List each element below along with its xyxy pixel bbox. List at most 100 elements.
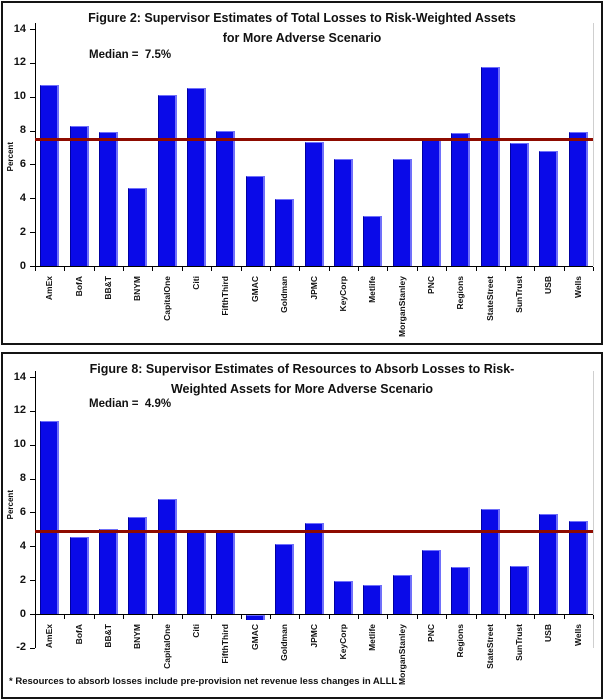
x-axis-tick (563, 267, 565, 272)
y-axis-tick-label: 4 (19, 191, 26, 204)
figure-2-panel: Figure 2: Supervisor Estimates of Total … (1, 1, 603, 345)
bar-Citi (187, 88, 207, 266)
category-label-StateStreet: StateStreet (484, 276, 495, 321)
figure-8-chart: -2 0 2 4 6 8 10 12 14 Median = 4.9% Percent AmEx Bof… (3, 354, 601, 697)
bar-MorganStanley (392, 575, 412, 615)
x-axis-tick (240, 267, 242, 272)
bar-CapitalOne (157, 498, 177, 614)
bar-StateStreet (480, 67, 500, 266)
y-axis-tick-label: 6 (19, 505, 26, 518)
category-label-SunTrust: SunTrust (514, 624, 525, 661)
plot-area-right-border (593, 23, 594, 267)
category-label-MorganStanley: MorganStanley (396, 276, 407, 337)
x-axis-tick (475, 267, 477, 272)
x-axis-tick (240, 615, 242, 620)
category-label-Regions: Regions (455, 624, 466, 658)
category-label-AmEx: AmEx (44, 276, 55, 301)
bar-StateStreet (480, 509, 500, 614)
bar-Metlife (363, 216, 383, 266)
median-line (35, 530, 593, 534)
y-axis-tick (30, 164, 35, 166)
y-axis-tick (30, 444, 35, 446)
category-label-FifthThird: FifthThird (220, 624, 231, 664)
y-axis-tick (30, 96, 35, 98)
category-label-Goldman: Goldman (279, 276, 290, 313)
category-label-KeyCorp: KeyCorp (337, 276, 348, 312)
x-axis-tick (299, 615, 301, 620)
bar-PNC (421, 139, 441, 266)
x-axis-tick (152, 267, 154, 272)
y-axis-tick (30, 580, 35, 582)
bar-PNC (421, 549, 441, 614)
category-label-BofA: BofA (73, 276, 84, 297)
category-label-AmEx: AmEx (44, 624, 55, 649)
category-label-JPMC: JPMC (308, 624, 319, 648)
x-axis-tick (269, 267, 271, 272)
x-axis-tick (563, 615, 565, 620)
x-axis-line (35, 266, 593, 268)
bar-BNYM (128, 516, 148, 615)
x-axis-tick (64, 267, 66, 272)
figure-8-title-line2: Weighted Assets for More Adverse Scenari… (170, 382, 434, 396)
y-axis-tick (30, 512, 35, 514)
figure-8-title-line1: Figure 8: Supervisor Estimates of Resour… (89, 362, 515, 376)
y-axis-tick (30, 130, 35, 132)
category-label-PNC: PNC (425, 624, 436, 642)
x-axis-tick (35, 267, 36, 272)
y-axis-tick (30, 478, 35, 480)
bar-FifthThird (216, 130, 236, 267)
category-label-BBT: BB&T (102, 276, 113, 300)
figure-8-footnote: * Resources to absorb losses include pre… (9, 676, 398, 687)
y-axis-title: Percent (6, 490, 15, 520)
x-axis-tick (211, 267, 213, 272)
x-axis-tick (181, 267, 183, 272)
x-axis-tick (387, 615, 389, 620)
category-label-USB: USB (543, 624, 554, 642)
bar-CapitalOne (157, 95, 177, 266)
bar-GMAC (245, 615, 265, 621)
category-label-StateStreet: StateStreet (484, 624, 495, 669)
x-axis-tick (416, 267, 418, 272)
y-axis-tick (30, 232, 35, 234)
x-axis-tick (328, 267, 330, 272)
category-label-BofA: BofA (73, 624, 84, 645)
bar-Goldman (275, 543, 295, 614)
x-axis-tick (93, 267, 95, 272)
x-axis-tick (446, 615, 448, 620)
bar-BBT (98, 132, 118, 266)
bar-Regions (451, 133, 471, 266)
category-label-Citi: Citi (191, 276, 202, 290)
category-label-Goldman: Goldman (279, 624, 290, 661)
category-label-PNC: PNC (425, 276, 436, 294)
x-axis-tick (534, 615, 536, 620)
bar-JPMC (304, 142, 324, 266)
bar-USB (539, 514, 559, 614)
y-axis-tick-label: 10 (13, 90, 26, 103)
y-axis-tick (30, 647, 35, 649)
y-axis-tick-label: 14 (13, 22, 26, 35)
x-axis-tick (387, 267, 389, 272)
y-axis-tick (30, 62, 35, 64)
bar-SunTrust (510, 565, 530, 615)
x-axis-tick (358, 267, 360, 272)
category-label-Regions: Regions (455, 276, 466, 310)
category-label-BNYM: BNYM (132, 624, 143, 650)
bar-MorganStanley (392, 159, 412, 267)
bar-AmEx (40, 421, 60, 615)
y-axis-tick (30, 546, 35, 548)
x-axis-tick (328, 615, 330, 620)
x-axis-tick (211, 615, 213, 620)
category-label-FifthThird: FifthThird (220, 276, 231, 316)
figure-2-title-line1: Figure 2: Supervisor Estimates of Total … (88, 11, 516, 25)
figure-2-title-line2: for More Adverse Scenario (222, 31, 382, 45)
category-label-CapitalOne: CapitalOne (161, 624, 172, 669)
y-axis-tick (30, 266, 35, 268)
bar-BofA (69, 536, 89, 615)
category-label-Wells: Wells (572, 276, 583, 299)
category-label-GMAC: GMAC (249, 276, 260, 302)
y-axis-tick (30, 198, 35, 200)
x-axis-tick (181, 615, 183, 620)
figure-2-title: Figure 2: Supervisor Estimates of Total … (3, 8, 601, 48)
category-label-Citi: Citi (191, 624, 202, 638)
y-axis-tick-label: 2 (19, 573, 26, 586)
